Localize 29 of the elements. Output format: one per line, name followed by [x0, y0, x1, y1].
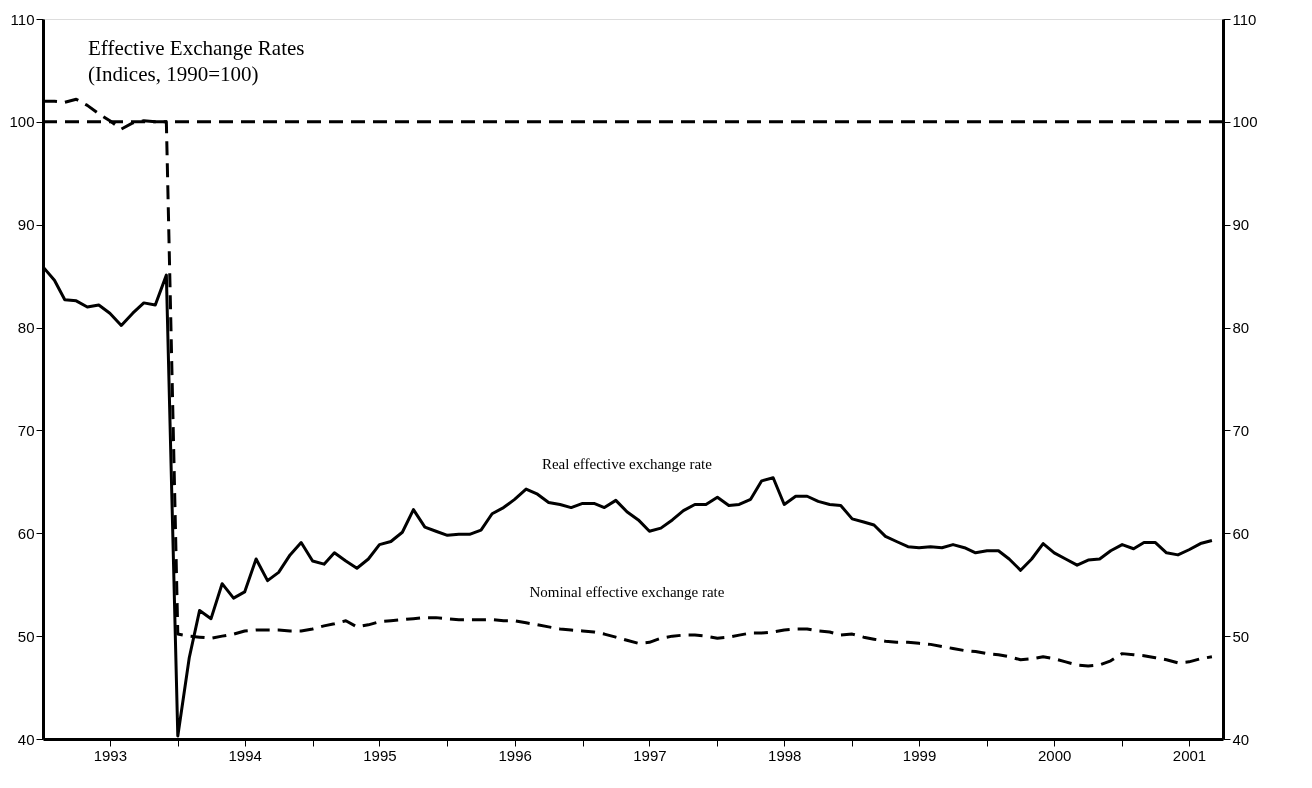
y2-tick-label: 70: [1232, 421, 1250, 439]
y2-tick-label: 90: [1232, 216, 1250, 234]
x-tick-label: 1999: [902, 746, 937, 764]
y2-tick-label: 50: [1232, 627, 1250, 645]
x-tick-label: 1997: [633, 746, 667, 764]
y-tick-label: 110: [10, 10, 35, 28]
y-tick-label: 90: [17, 216, 35, 234]
y2-tick-label: 60: [1232, 524, 1250, 542]
x-tick-label: 2000: [1038, 746, 1072, 764]
series-label: Real effective exchange rate: [541, 455, 713, 472]
y-tick-label: 40: [17, 730, 35, 748]
x-tick-label: 1995: [363, 746, 397, 764]
x-tick-label: 1993: [93, 746, 128, 764]
y2-tick-label: 110: [1232, 10, 1257, 28]
y-tick-label: 60: [17, 524, 35, 542]
text: (Indices, 1990=100): [88, 62, 259, 86]
text: Effective Exchange Rates: [88, 36, 305, 60]
y-tick-label: 50: [17, 627, 35, 645]
y2-tick-label: 100: [1232, 113, 1258, 131]
x-tick-label: 1994: [228, 746, 262, 764]
series-label: Nominal effective exchange rate: [529, 584, 725, 601]
x-tick-label: 1996: [498, 746, 532, 764]
y-tick-label: 80: [17, 319, 35, 337]
y2-tick-label: 80: [1232, 319, 1250, 337]
y2-tick-label: 40: [1232, 730, 1250, 748]
x-tick-label: 2001: [1172, 746, 1207, 764]
y-tick-label: 70: [17, 421, 35, 439]
x-tick-label: 1998: [768, 746, 802, 764]
y-tick-label: 100: [9, 113, 35, 131]
